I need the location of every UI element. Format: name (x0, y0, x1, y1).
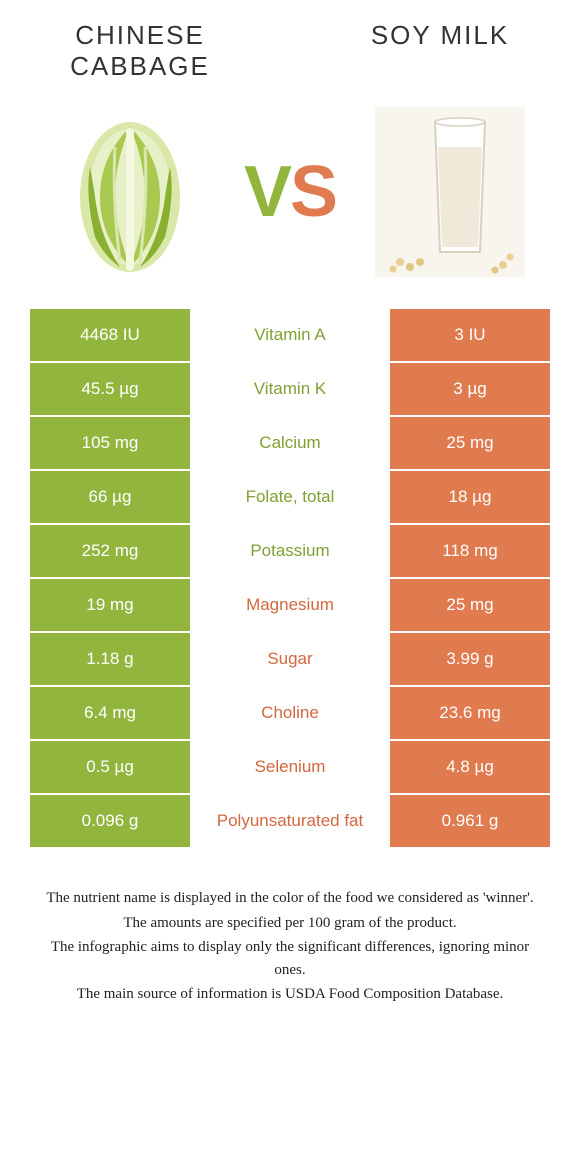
left-value: 19 mg (30, 579, 190, 631)
left-value: 4468 IU (30, 309, 190, 361)
vs-s: S (290, 152, 336, 232)
header: Chinese cabbage Soy milk (30, 20, 550, 92)
nutrient-name: Choline (190, 687, 390, 739)
right-value: 118 mg (390, 525, 550, 577)
table-row: 4468 IUVitamin A3 IU (30, 307, 550, 361)
left-value: 0.096 g (30, 795, 190, 847)
table-row: 19 mgMagnesium25 mg (30, 577, 550, 631)
title-left: Chinese cabbage (40, 20, 240, 82)
vs-label: VS (244, 151, 336, 233)
nutrient-name: Polyunsaturated fat (190, 795, 390, 847)
nutrient-name: Calcium (190, 417, 390, 469)
table-row: 0.096 gPolyunsaturated fat0.961 g (30, 793, 550, 847)
left-value: 1.18 g (30, 633, 190, 685)
footer-notes: The nutrient name is displayed in the co… (30, 887, 550, 1006)
title-right: Soy milk (340, 20, 540, 51)
nutrient-name: Magnesium (190, 579, 390, 631)
right-value: 0.961 g (390, 795, 550, 847)
table-row: 105 mgCalcium25 mg (30, 415, 550, 469)
left-value: 252 mg (30, 525, 190, 577)
table-row: 45.5 µgVitamin K3 µg (30, 361, 550, 415)
left-value: 6.4 mg (30, 687, 190, 739)
nutrient-table: 4468 IUVitamin A3 IU45.5 µgVitamin K3 µg… (30, 307, 550, 847)
table-row: 66 µgFolate, total18 µg (30, 469, 550, 523)
table-row: 6.4 mgCholine23.6 mg (30, 685, 550, 739)
images-row: VS (30, 92, 550, 307)
left-value: 66 µg (30, 471, 190, 523)
nutrient-name: Vitamin A (190, 309, 390, 361)
nutrient-name: Folate, total (190, 471, 390, 523)
right-value: 25 mg (390, 417, 550, 469)
left-value: 0.5 µg (30, 741, 190, 793)
table-row: 0.5 µgSelenium4.8 µg (30, 739, 550, 793)
table-row: 1.18 gSugar3.99 g (30, 631, 550, 685)
left-value: 45.5 µg (30, 363, 190, 415)
footer-line4: The main source of information is USDA F… (40, 983, 540, 1006)
vs-v: V (244, 152, 290, 232)
nutrient-name: Selenium (190, 741, 390, 793)
right-value: 3.99 g (390, 633, 550, 685)
footer-line3: The infographic aims to display only the… (40, 936, 540, 981)
right-value: 18 µg (390, 471, 550, 523)
soymilk-image (370, 102, 530, 282)
right-value: 3 IU (390, 309, 550, 361)
right-value: 4.8 µg (390, 741, 550, 793)
right-value: 23.6 mg (390, 687, 550, 739)
footer-line2: The amounts are specified per 100 gram o… (40, 912, 540, 935)
nutrient-name: Sugar (190, 633, 390, 685)
nutrient-name: Vitamin K (190, 363, 390, 415)
right-value: 25 mg (390, 579, 550, 631)
footer-line1: The nutrient name is displayed in the co… (40, 887, 540, 910)
nutrient-name: Potassium (190, 525, 390, 577)
table-row: 252 mgPotassium118 mg (30, 523, 550, 577)
cabbage-image (50, 102, 210, 282)
right-value: 3 µg (390, 363, 550, 415)
left-value: 105 mg (30, 417, 190, 469)
